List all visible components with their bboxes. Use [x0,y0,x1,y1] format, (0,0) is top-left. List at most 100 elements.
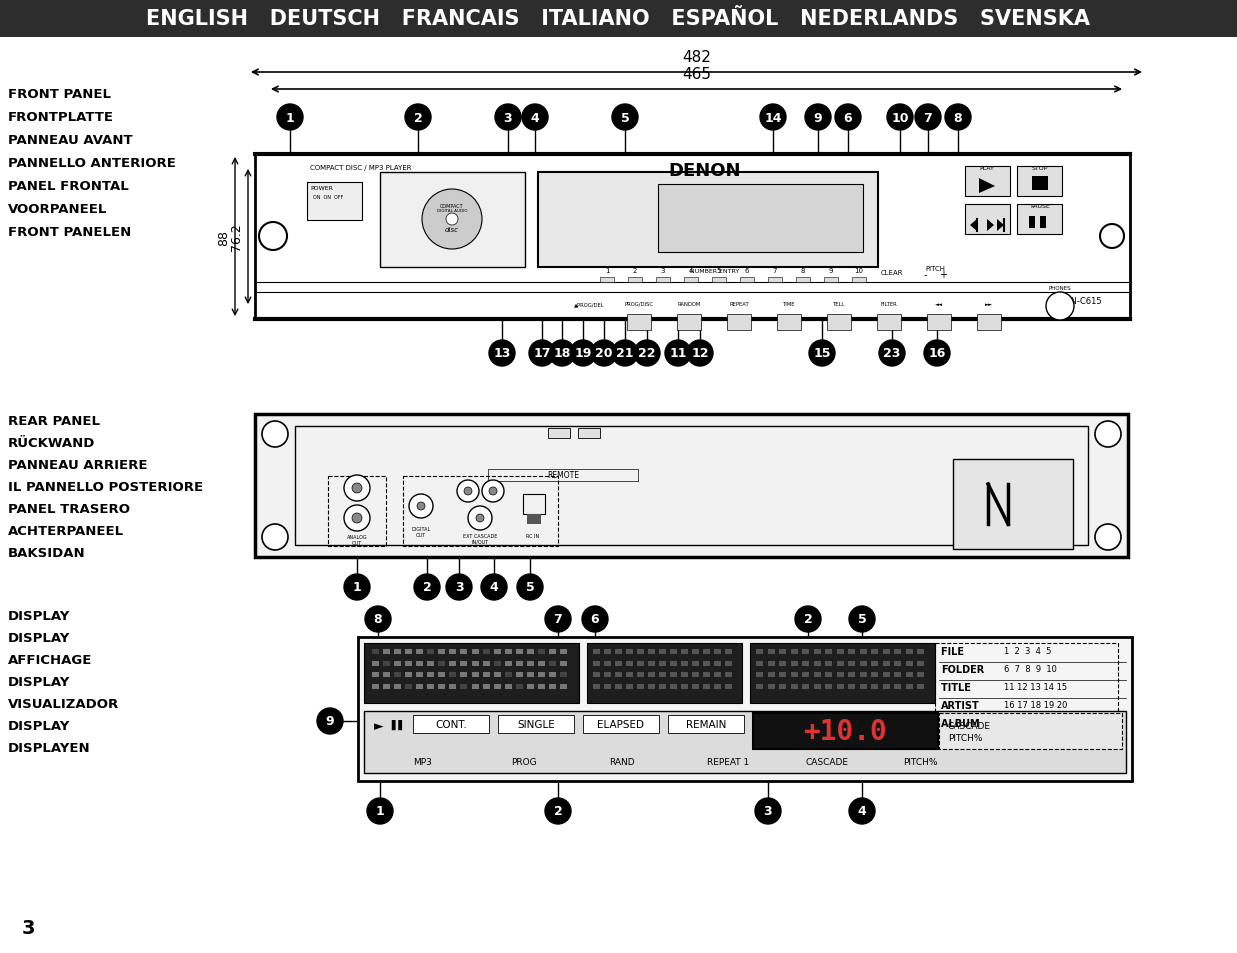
Text: 3: 3 [661,268,666,274]
Circle shape [849,799,875,824]
Text: 8: 8 [954,112,962,125]
Bar [255,415,1128,558]
Bar [648,660,656,666]
Bar [549,649,555,655]
Text: 4: 4 [689,268,693,274]
Circle shape [795,606,821,633]
Text: 7: 7 [554,613,563,626]
Circle shape [880,340,905,367]
Text: OUT: OUT [351,540,362,545]
Bar [494,672,501,678]
Bar [395,660,401,666]
Circle shape [635,340,661,367]
Text: 19: 19 [574,347,591,360]
Text: PANNEAU ARRIERE: PANNEAU ARRIERE [7,458,147,472]
Text: 2: 2 [413,112,422,125]
Bar [460,684,468,689]
Bar [727,314,751,331]
Circle shape [517,575,543,600]
Bar [871,672,878,678]
Text: PANNELLO ANTERIORE: PANNELLO ANTERIORE [7,157,176,170]
Bar [583,716,659,733]
Bar [626,684,633,689]
Circle shape [887,105,913,131]
Circle shape [365,606,391,633]
Bar [604,660,611,666]
Bar [494,649,501,655]
Bar [380,172,524,268]
Bar [395,649,401,655]
Bar [527,684,534,689]
Bar [825,672,833,678]
Bar [593,672,600,678]
Bar [593,660,600,666]
Bar [802,660,809,666]
Bar [883,660,889,666]
Text: ALBUM: ALBUM [941,719,983,728]
Bar [505,672,512,678]
Text: DISPLAY: DISPLAY [7,609,71,622]
Text: REPEAT: REPEAT [729,302,748,307]
Circle shape [464,488,473,496]
Bar [825,660,833,666]
Text: DISPLAYEN: DISPLAYEN [7,741,90,754]
Text: 9: 9 [325,715,334,728]
Circle shape [495,105,521,131]
Text: 4: 4 [490,581,499,594]
Bar [403,476,558,546]
Bar [691,672,699,678]
Circle shape [529,340,555,367]
Text: REPEAT 1: REPEAT 1 [708,758,750,767]
Bar [471,684,479,689]
Polygon shape [987,220,995,232]
Circle shape [259,223,287,251]
Bar [802,649,809,655]
Circle shape [277,105,303,131]
Text: 7: 7 [773,268,777,274]
Text: 3: 3 [763,804,772,818]
Text: 9: 9 [814,112,823,125]
Bar [725,660,732,666]
Bar [406,672,412,678]
Bar [372,672,379,678]
Bar [357,638,1132,781]
Text: VOORPANEEL: VOORPANEEL [7,203,108,215]
Bar [779,684,785,689]
Bar [604,684,611,689]
Text: ►►: ►► [985,302,993,307]
Bar [489,470,638,481]
Bar [494,684,501,689]
Bar [836,684,844,689]
Bar [684,277,698,283]
Bar [767,649,774,655]
Bar [849,672,855,678]
Circle shape [549,340,575,367]
Text: 12: 12 [691,347,709,360]
Circle shape [456,480,479,502]
Bar [406,649,412,655]
Circle shape [915,105,941,131]
Bar [814,672,820,678]
Bar [905,684,913,689]
Text: PANNEAU AVANT: PANNEAU AVANT [7,133,132,147]
Text: 465: 465 [682,67,711,82]
Bar [849,660,855,666]
Bar [648,684,656,689]
Bar [593,684,600,689]
Bar [691,684,699,689]
Bar [860,684,867,689]
Text: 5: 5 [716,268,721,274]
Bar [860,649,867,655]
Bar [883,649,889,655]
Bar [714,649,721,655]
Bar [626,660,633,666]
Bar [725,684,732,689]
Circle shape [849,606,875,633]
Bar [659,684,666,689]
Circle shape [489,340,515,367]
Bar [438,684,445,689]
Text: FILTER: FILTER [881,302,897,307]
Circle shape [417,502,426,511]
Bar [714,660,721,666]
Bar [1032,177,1048,191]
